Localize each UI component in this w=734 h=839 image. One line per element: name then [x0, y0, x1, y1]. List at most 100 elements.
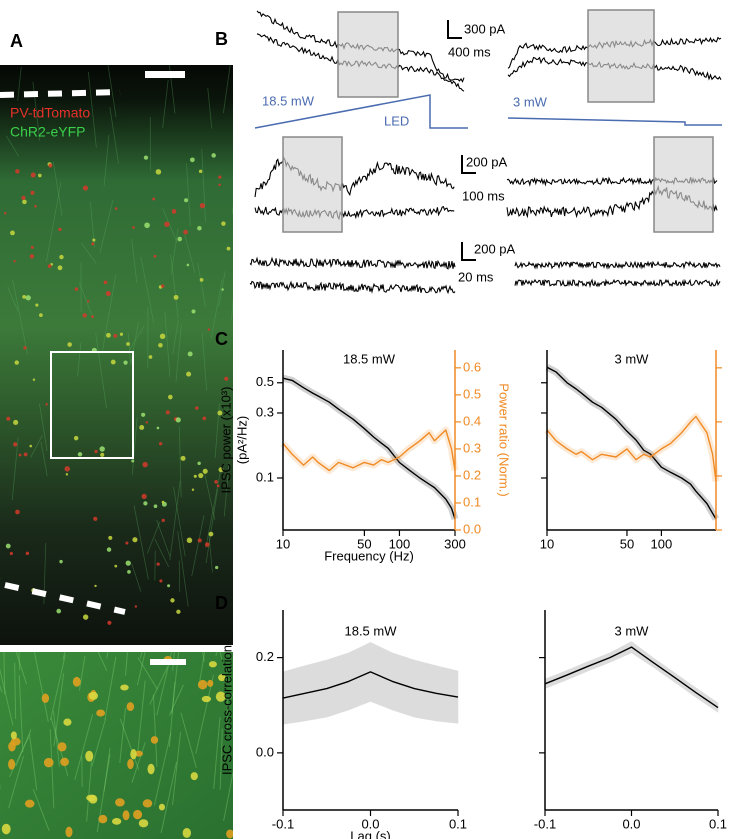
cell — [158, 803, 165, 811]
fiber — [191, 515, 205, 577]
cell — [41, 693, 50, 704]
y2-tick-label: 0.0 — [463, 521, 481, 536]
cell — [215, 691, 226, 702]
cell — [100, 452, 105, 457]
fiber — [177, 531, 189, 607]
cell — [144, 222, 150, 229]
fiber — [178, 560, 181, 592]
scale-x-label: 400 ms — [448, 44, 491, 59]
cell — [85, 750, 94, 762]
cell — [94, 584, 97, 588]
fiber — [28, 733, 38, 791]
cell — [142, 799, 153, 808]
cell — [159, 442, 163, 446]
fiber — [12, 279, 28, 355]
x-tick-label: 0.1 — [449, 816, 467, 831]
fiber — [78, 282, 93, 317]
cell — [182, 827, 191, 838]
trace — [514, 278, 721, 289]
cell — [57, 742, 67, 752]
fiber — [5, 135, 20, 157]
fiber — [77, 342, 82, 377]
y-axis-label: (pA²/Hz) — [234, 416, 249, 464]
fiber — [53, 673, 65, 747]
cell — [173, 294, 179, 300]
cell — [167, 584, 171, 588]
cell — [177, 236, 183, 242]
cell — [191, 488, 195, 491]
chart-title: 3 mW — [615, 623, 650, 638]
scale-bar — [150, 659, 186, 665]
fiber — [52, 710, 60, 767]
fiber — [205, 488, 219, 564]
cell — [91, 242, 95, 246]
highlight-window — [337, 11, 399, 98]
cell — [221, 221, 226, 226]
cell — [161, 284, 165, 288]
cell — [226, 246, 231, 251]
fiber — [231, 205, 233, 215]
x-axis-label: Frequency (Hz) — [324, 548, 414, 563]
fiber — [201, 148, 206, 223]
led-label: LED — [384, 113, 409, 128]
cell — [224, 376, 229, 381]
cell — [187, 351, 193, 357]
pia-marker — [0, 89, 121, 98]
cell — [67, 342, 72, 347]
cell — [132, 537, 138, 543]
line — [282, 671, 459, 699]
cell — [161, 518, 165, 523]
cell — [58, 227, 62, 232]
fiber — [127, 332, 132, 365]
fiber — [125, 652, 128, 676]
fiber — [186, 163, 191, 226]
cell — [30, 172, 36, 178]
fiber — [17, 66, 22, 101]
x-tick-label: 0.0 — [361, 816, 379, 831]
cell — [130, 748, 137, 760]
fiber — [86, 756, 93, 822]
fiber — [9, 736, 30, 778]
led-ramp — [507, 117, 722, 126]
line — [546, 366, 717, 520]
cell — [77, 452, 83, 457]
cell — [125, 560, 131, 566]
x-tick-label: 50 — [357, 536, 371, 551]
fiber — [168, 682, 176, 748]
cell — [193, 474, 197, 478]
fiber — [140, 256, 155, 324]
cell — [202, 416, 207, 421]
cell — [201, 695, 212, 703]
x-tick-label: -0.1 — [272, 816, 294, 831]
fiber — [172, 320, 179, 355]
cell — [22, 199, 27, 205]
fiber — [18, 652, 21, 671]
cell — [22, 295, 27, 299]
cell — [134, 750, 143, 757]
cell — [197, 538, 202, 543]
cell — [38, 173, 42, 178]
cell — [10, 731, 17, 740]
cell — [108, 535, 113, 540]
y2-tick-label: 0.4 — [463, 413, 481, 428]
cell — [217, 410, 223, 416]
led-ramp — [254, 94, 468, 129]
fiber — [198, 652, 206, 688]
fiber — [101, 274, 117, 354]
cell — [156, 562, 160, 566]
fiber — [40, 441, 48, 476]
fiber — [131, 238, 138, 283]
x-tick-label: 10 — [540, 536, 554, 551]
cell — [39, 313, 43, 317]
panel-label: C — [215, 329, 228, 349]
cell — [141, 412, 146, 417]
fiber — [11, 437, 19, 501]
fiber — [205, 470, 221, 548]
charts: 10 50 100 300 0.1 0.3 0.5 0.0 0.1 0.2 0.3 0.4 0.5 0.6… — [218, 350, 727, 839]
x-tick-label: 10 — [276, 536, 290, 551]
fiber — [74, 714, 94, 780]
cell — [221, 288, 224, 291]
cell — [106, 332, 111, 338]
fiber — [154, 538, 170, 568]
x-tick-label: 0.0 — [622, 816, 640, 831]
